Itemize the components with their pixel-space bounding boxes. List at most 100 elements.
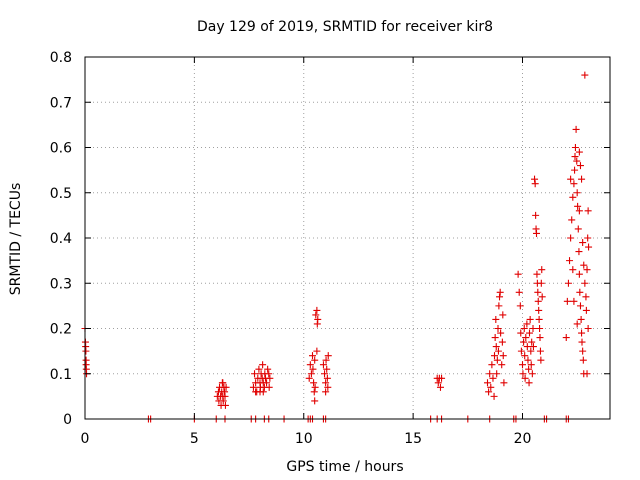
data-point xyxy=(519,361,526,369)
data-point xyxy=(538,293,546,301)
x-tick-label: 20 xyxy=(514,431,532,447)
data-point xyxy=(569,266,577,274)
data-point xyxy=(82,347,90,355)
y-tick-label: 0.1 xyxy=(50,367,72,383)
data-point xyxy=(489,374,497,382)
data-point xyxy=(498,338,506,346)
data-point xyxy=(523,343,531,351)
data-point xyxy=(310,379,318,387)
data-point xyxy=(524,356,532,364)
data-point xyxy=(573,320,581,328)
data-point xyxy=(259,388,267,396)
data-point xyxy=(496,288,504,296)
data-point xyxy=(581,71,589,79)
data-point xyxy=(496,293,504,301)
data-point xyxy=(265,383,273,391)
data-point xyxy=(222,383,230,391)
data-point xyxy=(529,325,537,332)
data-point xyxy=(307,370,315,378)
y-tick-label: 0.7 xyxy=(50,95,72,111)
data-point xyxy=(576,302,584,310)
data-point xyxy=(311,356,319,364)
data-point xyxy=(322,388,330,396)
data-point xyxy=(527,347,535,355)
data-point xyxy=(319,361,327,369)
data-point xyxy=(525,365,533,373)
data-point xyxy=(485,388,493,396)
data-point xyxy=(499,311,507,319)
data-point xyxy=(309,352,316,360)
data-point xyxy=(323,374,331,382)
data-point xyxy=(538,266,546,274)
data-point xyxy=(521,374,529,382)
data-point xyxy=(323,365,331,373)
x-tick-label: 15 xyxy=(404,431,422,447)
x-tick-label: 10 xyxy=(295,431,313,447)
y-tick-label: 0 xyxy=(63,412,72,428)
x-axis-label: GPS time / hours xyxy=(286,459,403,475)
y-tick-label: 0.4 xyxy=(50,231,72,247)
data-point xyxy=(535,315,543,323)
y-tick-label: 0.8 xyxy=(50,50,72,66)
data-point xyxy=(521,352,529,360)
data-point xyxy=(536,334,544,342)
data-point xyxy=(584,207,592,215)
data-point xyxy=(312,311,320,319)
data-point xyxy=(531,175,539,183)
data-point xyxy=(573,189,581,197)
data-point xyxy=(578,175,586,183)
data-point xyxy=(251,370,259,378)
data-point xyxy=(582,293,590,301)
data-point xyxy=(493,356,501,364)
data-point xyxy=(492,315,500,323)
data-point xyxy=(567,234,575,242)
x-tick-label: 0 xyxy=(81,431,90,447)
data-point xyxy=(499,352,507,360)
data-point xyxy=(533,229,540,237)
data-point xyxy=(577,315,585,323)
data-point xyxy=(576,162,584,170)
data-point xyxy=(488,361,496,369)
data-point xyxy=(310,388,318,396)
data-point xyxy=(578,338,586,346)
data-point xyxy=(564,279,572,287)
data-point xyxy=(525,379,533,387)
data-point xyxy=(309,365,317,373)
data-point xyxy=(585,243,593,251)
data-point xyxy=(568,216,576,224)
data-point xyxy=(519,370,527,378)
data-point xyxy=(584,234,592,242)
data-point xyxy=(219,397,227,405)
data-point xyxy=(249,383,257,391)
data-point xyxy=(314,315,322,323)
data-point xyxy=(493,370,501,378)
data-point xyxy=(574,202,582,210)
data-point xyxy=(535,306,543,314)
data-point xyxy=(578,329,586,337)
data-point xyxy=(491,334,499,342)
data-point xyxy=(537,279,545,287)
data-point xyxy=(581,279,589,287)
data-point xyxy=(528,338,536,346)
data-point xyxy=(491,352,498,360)
data-point xyxy=(255,365,263,373)
data-point xyxy=(531,180,539,188)
data-point xyxy=(497,329,505,337)
data-point xyxy=(221,392,229,400)
data-point xyxy=(571,144,579,151)
data-point xyxy=(583,370,591,378)
data-point xyxy=(573,157,581,165)
data-point xyxy=(259,361,267,369)
data-point xyxy=(520,325,528,332)
y-tick-label: 0.2 xyxy=(50,322,72,338)
data-point xyxy=(487,383,495,391)
data-point xyxy=(434,379,442,387)
data-point xyxy=(532,211,540,219)
data-point xyxy=(526,329,533,337)
data-point xyxy=(517,347,525,355)
data-point xyxy=(572,125,580,133)
data-point xyxy=(574,225,582,233)
data-point xyxy=(533,270,541,278)
data-point xyxy=(264,365,272,373)
